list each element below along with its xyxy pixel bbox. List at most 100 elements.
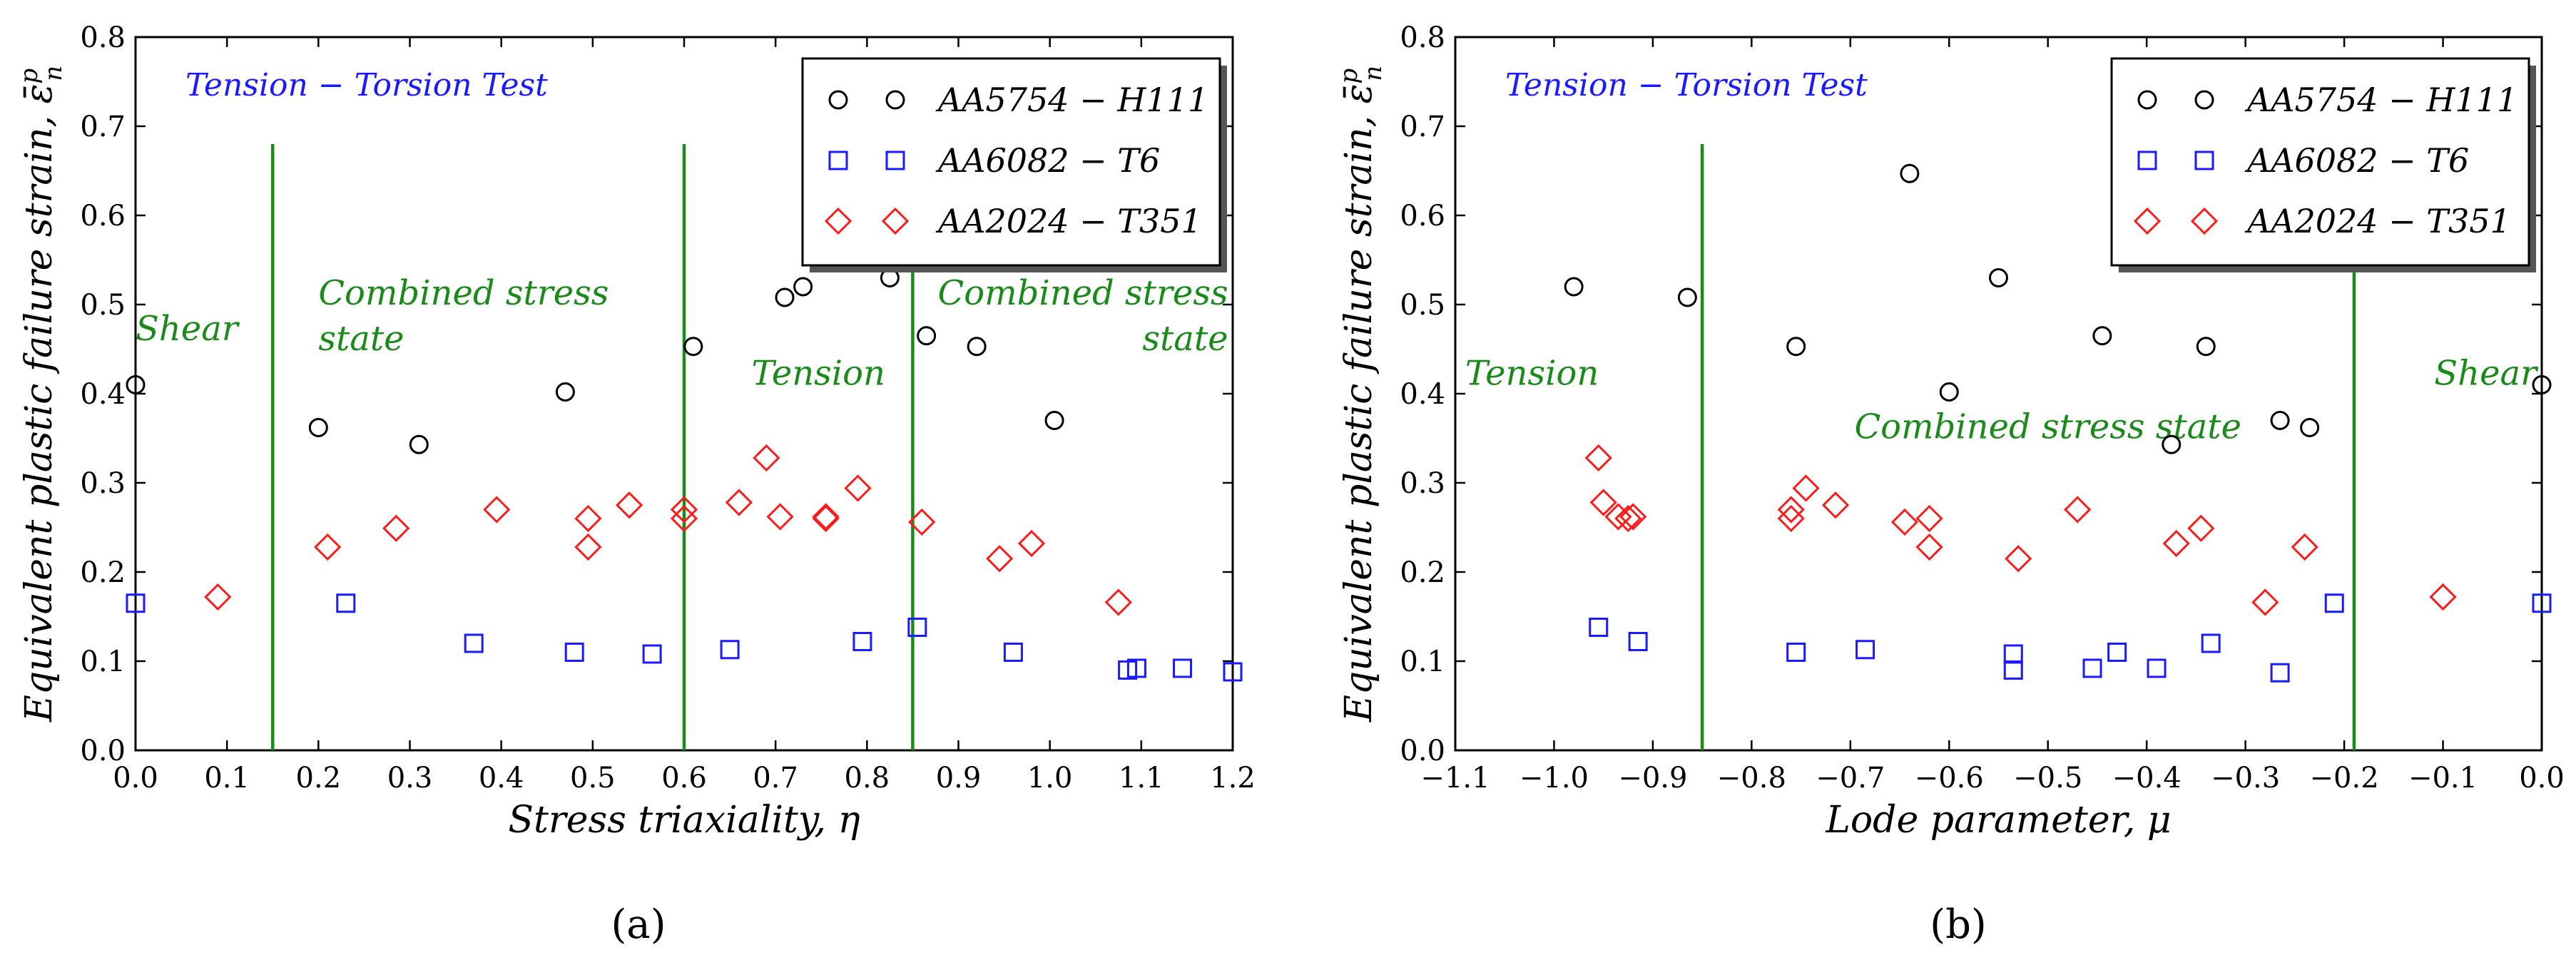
panel-a-x-tick-label: 0.9: [936, 762, 982, 795]
panel-a-region-shear-label: Shear: [136, 309, 240, 349]
panel-a-y-tick-label: 0.1: [80, 645, 126, 678]
panel-a-point-aa2024-t351: [574, 504, 602, 533]
panel-b-point-aa6082-t6: [2532, 593, 2552, 613]
panel-a-point-aa2024-t351: [812, 504, 840, 533]
panel-a-chart: 0.0 0.1 0.2 0.3 0.4 0.5 0.6 0.7 0.8 0.9 1.0 1.1 1.2 0…: [15, 21, 1256, 842]
panel-a-point-aa2024-t351: [812, 503, 840, 531]
panel-a-region-tension-label: Tension: [752, 354, 885, 394]
panel-b-point-aa2024-t351: [1915, 504, 1943, 533]
panel-b-x-tick-label: −0.5: [2013, 762, 2082, 795]
panel-b-point-aa6082-t6: [2107, 643, 2127, 662]
panel-b-point-aa2024-t351: [1777, 496, 1805, 524]
panel-b-point-aa2024-t351: [1821, 491, 1850, 519]
panel-b-region-label-line: Combined stress state: [1854, 407, 2241, 447]
panel-a-y-tick-label: 0.6: [80, 200, 126, 233]
panel-b-point-aa5754-h111: [2162, 434, 2182, 454]
panel-a-y-tick-label: 0.5: [80, 289, 126, 322]
panel-b-y-axis-title-sup: p: [1335, 68, 1363, 84]
panel-a-point-aa2024-t351: [766, 503, 794, 531]
panel-b-point-aa2024-t351: [2187, 514, 2215, 542]
panel-a-y-tick-label: 0.2: [80, 556, 126, 589]
panel-a-y-tick-label: 0.8: [80, 21, 126, 54]
panel-b-region-tension-label: Tension: [1465, 354, 1599, 394]
panel-a-x-tick-label: 0.0: [113, 762, 158, 795]
panel-b-point-aa6082-t6: [2082, 658, 2102, 678]
panel-a-region-label-line: state: [318, 319, 404, 359]
panel-b-y-axis-title: Equivalent plastic failure strain, ε̄pn: [1335, 66, 1388, 722]
panel-b-point-aa5754-h111: [1677, 287, 1697, 307]
panel-b-y-tick-label: 0.2: [1400, 556, 1445, 589]
panel-b-point-aa2024-t351: [1777, 504, 1805, 533]
panel-a-x-tick-label: 1.1: [1119, 762, 1164, 795]
panel-b-point-aa2024-t351: [1619, 503, 1647, 531]
panel-a-point-aa5754-h111: [917, 326, 937, 346]
panel-a-point-aa5754-h111: [555, 382, 575, 402]
panel-b-legend-label-aa5754-h111: AA5754 − H111: [2244, 81, 2518, 119]
panel-a-legend-label-aa6082-t6: AA6082 − T6: [935, 141, 1160, 180]
panel-a-legend-marker-aa2024-t351: [824, 207, 852, 235]
panel-a-point-aa2024-t351: [314, 533, 342, 561]
panel-b-point-aa5754-h111: [2270, 411, 2290, 430]
panel-b-point-aa2024-t351: [2251, 588, 2279, 616]
panel-a-point-aa6082-t6: [1126, 658, 1146, 678]
panel-a-point-aa5754-h111: [409, 434, 429, 454]
panel-a-x-tick-label: 0.8: [845, 762, 890, 795]
panel-a-point-aa2024-t351: [1017, 529, 1046, 558]
panel-b-point-aa6082-t6: [1786, 643, 1806, 662]
panel-a-y-tick-label: 0.4: [80, 378, 126, 411]
panel-b-legend-marker-aa5754-h111: [2137, 90, 2157, 110]
panel-b-y-tick-label: 0.1: [1400, 645, 1445, 678]
panel-b-legend-marker-aa5754-h111: [2194, 90, 2214, 110]
panel-a-point-aa5754-h111: [683, 337, 703, 357]
panel-a-point-aa2024-t351: [382, 514, 410, 542]
panel-b-point-aa6082-t6: [1589, 618, 1609, 637]
panel-a-point-aa2024-t351: [725, 489, 753, 516]
panel-b-point-aa5754-h111: [1900, 163, 1920, 183]
panel-a-y-tick-label: 0.0: [80, 735, 126, 767]
panel-b-legend-label-aa2024-t351: AA2024 − T351: [2244, 202, 2511, 240]
panel-b-point-aa2024-t351: [2429, 583, 2457, 611]
panel-a-point-aa5754-h111: [775, 287, 795, 307]
panel-b-y-tick-label: 0.0: [1400, 735, 1445, 767]
panel-b-point-aa2024-t351: [1890, 508, 1919, 536]
panel-b-x-tick-label: 0.0: [2519, 762, 2565, 795]
panel-b-point-aa2024-t351: [1584, 444, 1612, 472]
panel-a-y-tick-label: 0.7: [80, 111, 126, 143]
panel-a-x-tick-label: 1.2: [1210, 762, 1256, 795]
panel-b-point-aa5754-h111: [2532, 375, 2552, 394]
panel-a-point-aa6082-t6: [1173, 658, 1193, 678]
panel-b-point-aa5754-h111: [1564, 277, 1584, 297]
panel-a-point-aa6082-t6: [642, 644, 662, 664]
panel-a-point-aa6082-t6: [720, 640, 740, 660]
panel-b-y-axis-title-sub: n: [1359, 66, 1388, 81]
panel-b-point-aa6082-t6: [1628, 632, 1648, 651]
panel-a-point-aa6082-t6: [1223, 662, 1243, 682]
panel-b-x-tick-label: −0.9: [1618, 762, 1687, 795]
panel-b-point-aa2024-t351: [2064, 496, 2092, 524]
panel-b-point-aa6082-t6: [2003, 644, 2023, 664]
panel-a-point-aa2024-t351: [204, 583, 232, 611]
panel-b-region-combined-stress-state-label: Combined stress state: [1854, 407, 2241, 447]
panel-b-region-shear-label: Shear: [2434, 354, 2539, 394]
panel-b-x-axis-title: Lode parameter, μ: [1825, 799, 2171, 842]
panel-b-x-tick-label: −0.8: [1717, 762, 1786, 795]
panel-a-point-aa2024-t351: [1104, 588, 1132, 616]
panel-a-point-aa6082-t6: [907, 618, 927, 637]
panel-b-legend-marker-aa6082-t6: [2137, 150, 2157, 170]
panel-b-point-aa2024-t351: [2291, 533, 2318, 561]
panel-a-point-aa5754-h111: [967, 337, 987, 357]
panel-a-legend-label-aa5754-h111: AA5754 − H111: [935, 81, 1208, 119]
panel-a-point-aa6082-t6: [1003, 643, 1023, 662]
panel-b-x-tick-label: −0.1: [2408, 762, 2478, 795]
panel-b-point-aa5754-h111: [1989, 268, 2008, 287]
panel-b-point-aa6082-t6: [2324, 593, 2344, 613]
panel-b-region-label-line: Shear: [2434, 354, 2539, 394]
panel-b-y-tick-label: 0.6: [1400, 200, 1445, 233]
panel-a-point-aa5754-h111: [1044, 411, 1064, 430]
panel-b-legend-marker-aa6082-t6: [2194, 150, 2214, 170]
panel-a-point-aa6082-t6: [464, 633, 484, 653]
panel-a-x-axis-title: Stress triaxiality, η: [508, 799, 860, 842]
panel-a-x-tick-label: 0.5: [570, 762, 616, 795]
panel-b-legend-label-aa6082-t6: AA6082 − T6: [2244, 141, 2469, 180]
